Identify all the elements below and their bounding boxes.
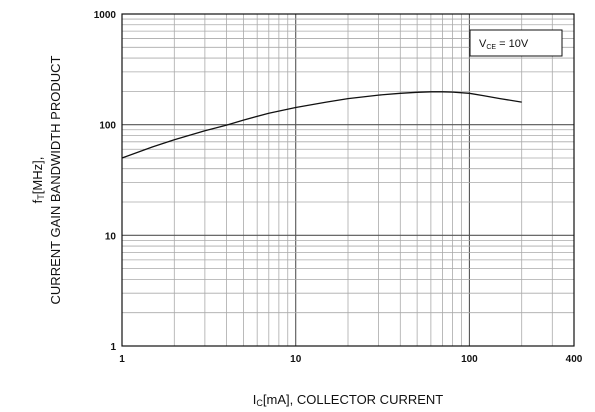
x-axis-title-main: I (253, 392, 257, 407)
annotation-box (469, 29, 563, 57)
annotation-sub: CE (486, 44, 496, 51)
annotation: VCE = 10V (469, 29, 563, 57)
y-axis-title-line1: fT[MHz], (30, 157, 46, 204)
y-tick-label: 1 (110, 342, 116, 353)
y-axis-title-sub: T (36, 194, 46, 200)
y-axis-title-rest: [MHz], (30, 157, 45, 195)
x-axis-title-sub: C (256, 398, 263, 408)
y-tick-label: 10 (105, 231, 117, 242)
y-axis-title-main: f (30, 199, 45, 203)
annotation-text: VCE = 10V (479, 38, 529, 51)
plot-frame (121, 13, 575, 347)
x-axis-title-rest: [mA], COLLECTOR CURRENT (263, 392, 443, 407)
x-tick-label: 10 (290, 354, 302, 365)
y-axis-title-line2: CURRENT GAIN BANDWIDTH PRODUCT (48, 55, 63, 304)
x-axis-title: IC[mA], COLLECTOR CURRENT (253, 392, 444, 408)
x-tick-label: 1 (119, 354, 125, 365)
grid (122, 14, 574, 346)
annotation-main: V (479, 38, 487, 50)
series-layer (121, 91, 522, 159)
series-line (121, 91, 522, 159)
annotation-rest: = 10V (496, 38, 529, 50)
x-tick-label: 400 (566, 354, 583, 365)
y-tick-label: 1000 (94, 10, 117, 21)
tick-labels: 1 10 100 400 1 10 100 1000 (94, 10, 583, 365)
y-tick-label: 100 (99, 121, 116, 132)
x-tick-label: 100 (461, 354, 478, 365)
